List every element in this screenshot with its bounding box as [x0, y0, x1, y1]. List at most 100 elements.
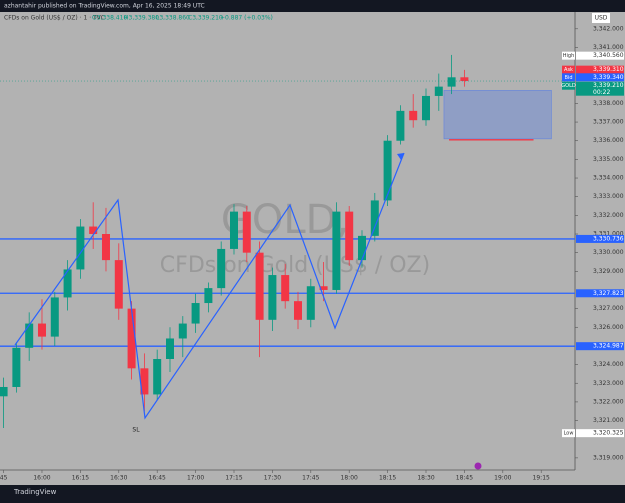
zone: [443, 90, 552, 140]
x-tick-label: 16:45: [149, 475, 166, 482]
candle-body: [345, 211, 354, 261]
y-tick-label: 3,319.000: [593, 454, 624, 461]
candle-body: [89, 226, 98, 235]
candle-body: [37, 323, 46, 337]
x-tick-label: 16:30: [110, 475, 127, 482]
y-tick-label: 3,330.000: [593, 249, 624, 256]
watermark: CFDs on Gold (US$ / OZ): [160, 253, 430, 278]
candle-body: [370, 200, 379, 236]
candle-body: [165, 338, 174, 359]
x-tick-label: 18:00: [341, 475, 358, 482]
level-label: 3,327.823: [593, 290, 624, 297]
candle-body: [422, 95, 431, 121]
x-tick-label: 18:45: [456, 475, 473, 482]
legend-low: L3,338.860: [156, 15, 190, 22]
candle-body: [178, 323, 187, 339]
marker-name: Ask: [564, 67, 573, 73]
y-tick-label: 3,322.000: [593, 398, 624, 405]
legend-change: +0.887 (+0.03%): [220, 15, 273, 22]
candle-body: [63, 269, 72, 298]
candle-body: [229, 211, 238, 249]
level-tag: [576, 289, 624, 298]
marker-tag: [576, 429, 624, 438]
x-tick-label: 17:45: [302, 475, 319, 482]
x-tick-label: 19:00: [494, 475, 511, 482]
watermark: GOLD,: [221, 197, 349, 243]
marker-label: 3,339.210: [593, 82, 624, 89]
candle-body: [242, 211, 251, 253]
y-tick-label: 3,338.000: [593, 100, 624, 107]
marker-label: 3,339.310: [593, 66, 624, 73]
x-tick-label: 17:00: [187, 475, 204, 482]
y-tick-label: 3,331.000: [593, 231, 624, 238]
footer-logo: TradingView: [13, 488, 57, 496]
candle-body: [153, 358, 162, 395]
y-tick-label: 3,327.000: [593, 305, 624, 312]
y-tick-label: 3,333.000: [593, 193, 624, 200]
candle-body: [319, 286, 328, 290]
y-tick-label: 3,337.000: [593, 119, 624, 126]
currency: USD: [595, 15, 608, 22]
x-tick-label: 19:15: [533, 475, 550, 482]
candle-body: [268, 275, 277, 320]
marker-countdown: 00:22: [593, 89, 610, 96]
candle-body: [50, 297, 59, 337]
arrow-head: [397, 153, 404, 160]
marker-name: Low: [564, 431, 574, 437]
candle-body: [191, 303, 200, 324]
y-tick-label: 3,332.000: [593, 212, 624, 219]
candle-body: [383, 140, 392, 201]
candle-body: [101, 234, 110, 261]
candle-body: [332, 211, 341, 290]
candle-body: [396, 110, 405, 141]
marker-name-tag: [562, 73, 575, 82]
level-tag: [576, 234, 624, 243]
candle-body: [281, 275, 290, 302]
y-tick-label: 3,326.000: [593, 324, 624, 331]
marker-tag: [576, 81, 624, 96]
candle-body: [76, 226, 85, 270]
candle-body: [127, 308, 136, 369]
event-icon: [474, 462, 482, 470]
level-label: 3,324.987: [593, 343, 624, 350]
y-tick-label: 3,329.000: [593, 268, 624, 275]
candle-body: [306, 286, 315, 320]
marker-label: 3,340.560: [593, 52, 624, 59]
marker-name-tag: [562, 51, 575, 60]
y-tick-label: 3,336.000: [593, 137, 624, 144]
candle-body: [114, 260, 123, 309]
candle-body: [12, 347, 21, 387]
candle-body: [357, 235, 366, 261]
y-tick-label: 3,323.000: [593, 380, 624, 387]
y-tick-label: 3,334.000: [593, 175, 624, 182]
y-tick-label: 3,321.000: [593, 417, 624, 424]
plot-bg: [0, 12, 625, 485]
marker-tag: [576, 51, 624, 60]
marker-name-tag: [562, 81, 575, 90]
y-tick-label: 3,342.000: [593, 25, 624, 32]
candle-body: [447, 77, 456, 87]
candle-body: [255, 252, 264, 320]
marker-label: 3,339.340: [593, 74, 624, 81]
level-label: 3,330.736: [593, 235, 624, 242]
x-tick-label: 18:30: [417, 475, 434, 482]
candle-body: [409, 110, 418, 121]
annotation: SL: [132, 427, 140, 434]
level-tag: [576, 342, 624, 351]
marker-name: High: [563, 53, 575, 59]
footer-bar: [0, 485, 625, 499]
x-tick-label: 17:30: [264, 475, 281, 482]
marker-label: 3,320.325: [593, 430, 624, 437]
marker-tag: [576, 73, 624, 82]
x-tick-label: 16:15: [72, 475, 89, 482]
candle-body: [434, 86, 443, 96]
x-tick-label: 18:15: [379, 475, 396, 482]
marker-name: Bid: [565, 75, 573, 81]
drawing-zigzag: [14, 152, 405, 420]
marker-name: GOLD: [561, 83, 576, 89]
marker-tag: [576, 65, 624, 74]
x-tick-label: 16:00: [33, 475, 50, 482]
legend-symbol: CFDs on Gold (US$ / OZ) · 1 · TVC: [4, 15, 105, 22]
x-tick-label: 45: [0, 475, 8, 482]
